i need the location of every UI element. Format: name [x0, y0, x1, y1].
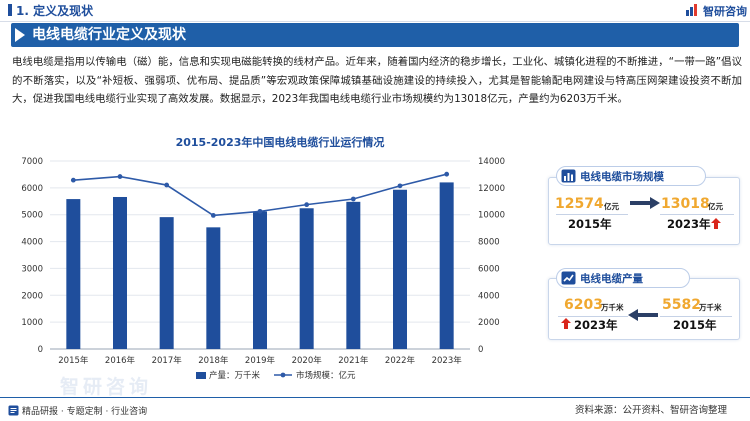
x-tick-label: 2018年 — [198, 355, 229, 366]
y-left-tick-label: 3000 — [21, 264, 43, 274]
output-2023-value: 6203 — [564, 297, 603, 313]
market-size-2023-value: 13018 — [661, 196, 710, 212]
line-point — [164, 182, 170, 188]
header-divider — [0, 21, 750, 22]
y-left-tick-label: 7000 — [21, 157, 43, 167]
y-right-tick-label: 0 — [478, 345, 483, 355]
bar — [439, 182, 454, 349]
y-right-tick-label: 2000 — [478, 318, 500, 328]
output-2023-year: 2023年 — [574, 318, 618, 332]
x-tick-label: 2020年 — [292, 355, 323, 366]
chart-legend: 产量：万千米 市场规模：亿元 — [196, 370, 356, 381]
x-tick-label: 2021年 — [338, 355, 369, 366]
bar — [159, 217, 174, 349]
y-right-tick-label: 10000 — [478, 211, 505, 221]
y-right-tick-label: 12000 — [478, 184, 505, 194]
market-size-2015-unit: 亿元 — [604, 202, 619, 211]
y-left-tick-label: 4000 — [21, 238, 43, 248]
bar — [393, 189, 407, 349]
output-2015-unit: 万千米 — [699, 303, 722, 312]
watermark: 智研咨询 — [60, 376, 153, 398]
line-point — [210, 212, 216, 218]
footer-source: 资料来源：公开资料、智研咨询整理 — [575, 405, 728, 416]
logo-text: 智研咨询 — [703, 5, 747, 18]
legend-label-bar: 产量：万千米 — [209, 370, 261, 381]
chart-title: 2015-2023年中国电线电缆行业运行情况 — [175, 136, 385, 149]
divider — [556, 214, 628, 215]
divider — [558, 316, 628, 317]
line-point — [117, 174, 123, 179]
y-left-tick-label: 0 — [38, 345, 43, 355]
line-series — [70, 171, 450, 218]
footer-divider — [0, 397, 750, 398]
line-point — [397, 183, 403, 189]
bar-series — [66, 182, 454, 349]
arrow-right-icon — [630, 197, 660, 209]
legend-label-line: 市场规模：亿元 — [296, 370, 356, 381]
divider — [660, 316, 732, 317]
output-2015-value: 5582 — [662, 297, 701, 313]
title-banner — [11, 23, 739, 47]
chevron-right-icon — [15, 28, 25, 42]
x-tick-label: 2023年 — [432, 355, 463, 366]
x-tick-label: 2022年 — [385, 355, 416, 366]
intro-paragraph: 电线电缆是指用以传输电（磁）能，信息和实现电磁能转换的线材产品。近年来，随着国内… — [12, 56, 742, 106]
logo-icon — [686, 4, 697, 16]
arrow-up-icon — [711, 218, 721, 229]
market-size-2015-value: 12574 — [555, 196, 604, 212]
market-size-2023-year: 2023年 — [667, 217, 711, 231]
y-left-tick-label: 1000 — [21, 318, 43, 328]
combo-chart: 0 1000 2000 3000 4000 5000 6000 7000 0 2000 4000 60… — [21, 157, 505, 381]
output-2015-year: 2015年 — [673, 318, 717, 332]
output-tag — [556, 268, 690, 288]
y-left-tick-label: 2000 — [21, 291, 43, 301]
trend-chart-icon — [561, 271, 576, 285]
output-title: 电线电缆产量 — [580, 273, 643, 285]
legend-marker-line — [280, 372, 286, 378]
bar — [66, 199, 81, 349]
line-point — [444, 171, 450, 177]
report-icon — [8, 405, 19, 416]
y-right-tick-label: 8000 — [478, 238, 500, 248]
market-size-2015-year: 2015年 — [568, 217, 612, 231]
arrow-up-icon — [561, 318, 571, 329]
arrow-left-icon — [628, 309, 658, 321]
line-point — [257, 208, 263, 214]
line-point — [70, 177, 76, 183]
market-size-tag — [556, 166, 706, 186]
bar-chart-icon — [561, 169, 576, 183]
x-tick-label: 2016年 — [105, 355, 136, 366]
section-marker — [8, 4, 12, 16]
legend-swatch-bar — [196, 372, 206, 379]
y-right-tick-label: 6000 — [478, 264, 500, 274]
footer-tagline: 精品研报 · 专题定制 · 行业咨询 — [22, 407, 148, 417]
y-right-tick-label: 4000 — [478, 291, 500, 301]
y-left-tick-label: 5000 — [21, 211, 43, 221]
bar — [253, 211, 267, 349]
line-point — [350, 196, 356, 202]
axis-ticks: 0 1000 2000 3000 4000 5000 6000 7000 0 2000 4000 60… — [21, 157, 505, 366]
bar — [299, 208, 314, 349]
y-left-tick-label: 6000 — [21, 184, 43, 194]
output-2023-unit: 万千米 — [601, 303, 624, 312]
y-right-tick-label: 14000 — [478, 157, 505, 167]
bar — [346, 201, 361, 349]
market-size-2023-unit: 亿元 — [708, 202, 723, 211]
x-tick-label: 2019年 — [245, 355, 276, 366]
divider — [660, 214, 734, 215]
section-title: 1. 定义及现状 — [16, 4, 94, 18]
x-tick-label: 2017年 — [152, 355, 183, 366]
market-size-title: 电线电缆市场规模 — [580, 171, 664, 183]
bar — [206, 227, 221, 349]
banner-title: 电线电缆行业定义及现状 — [32, 27, 186, 43]
bar — [113, 196, 127, 349]
line-point — [304, 202, 310, 208]
x-tick-label: 2015年 — [58, 355, 89, 366]
